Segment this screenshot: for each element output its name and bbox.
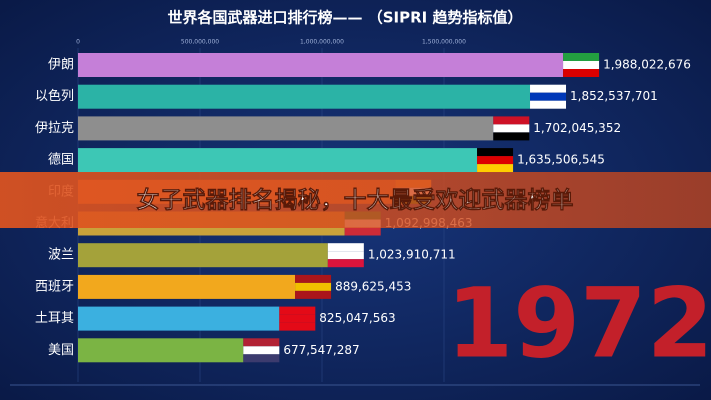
- flag: [493, 124, 530, 133]
- flag: [563, 61, 600, 69]
- value-label: 677,547,287: [283, 343, 359, 357]
- value-label: 1,702,045,352: [533, 121, 621, 135]
- category-label: 伊朗: [48, 58, 74, 73]
- flag: [530, 92, 567, 101]
- flag: [477, 148, 514, 157]
- flag: [295, 282, 332, 291]
- flag: [243, 346, 280, 355]
- flag: [243, 338, 280, 347]
- flag: [327, 243, 364, 252]
- value-label: 1,988,022,676: [603, 58, 691, 72]
- x-tick-label: 500,000,000: [181, 39, 219, 46]
- value-label: 825,047,563: [319, 311, 395, 325]
- flag: [493, 116, 530, 125]
- bar: [78, 243, 328, 268]
- flag: [563, 69, 600, 77]
- value-label: 889,625,453: [335, 279, 411, 293]
- category-label: 波兰: [48, 248, 74, 263]
- bar: [78, 274, 296, 299]
- category-label: 德国: [48, 153, 74, 168]
- flag: [295, 290, 332, 299]
- bar: [78, 116, 494, 141]
- category-label: 以色列: [35, 88, 74, 104]
- flag: [493, 132, 530, 141]
- bar: [78, 84, 531, 109]
- flag: [530, 100, 567, 109]
- flag: [279, 322, 316, 331]
- flag: [477, 156, 514, 165]
- category-label: 伊拉克: [35, 121, 74, 136]
- flag: [295, 274, 332, 283]
- category-label: 土耳其: [35, 311, 74, 326]
- flag: [344, 227, 381, 236]
- flag: [279, 314, 316, 323]
- banner: [0, 172, 711, 228]
- flag: [243, 354, 280, 363]
- banner-text: 女子武器排名揭秘，十大最受欢迎武器榜单: [137, 187, 574, 214]
- flag: [530, 84, 567, 93]
- flag: [327, 259, 364, 268]
- chart-title: 世界各国武器进口排行榜—— （SIPRI 趋势指标值）: [168, 9, 523, 27]
- bar: [78, 53, 564, 77]
- bar: [78, 306, 280, 331]
- flag: [563, 53, 600, 61]
- x-tick-label: 0: [76, 39, 80, 46]
- value-label: 1,852,537,701: [570, 89, 658, 103]
- category-label: 美国: [48, 343, 74, 358]
- flag: [279, 306, 316, 315]
- value-label: 1,023,910,711: [368, 248, 456, 262]
- year-label: 1972: [446, 267, 711, 379]
- x-tick-label: 1,000,000,000: [300, 39, 344, 46]
- flag: [477, 164, 514, 173]
- bar: [78, 148, 478, 173]
- value-label: 1,635,506,545: [517, 153, 605, 167]
- bar: [78, 338, 244, 363]
- x-tick-label: 1,500,000,000: [422, 39, 466, 46]
- category-label: 西班牙: [35, 279, 74, 294]
- flag: [327, 251, 364, 260]
